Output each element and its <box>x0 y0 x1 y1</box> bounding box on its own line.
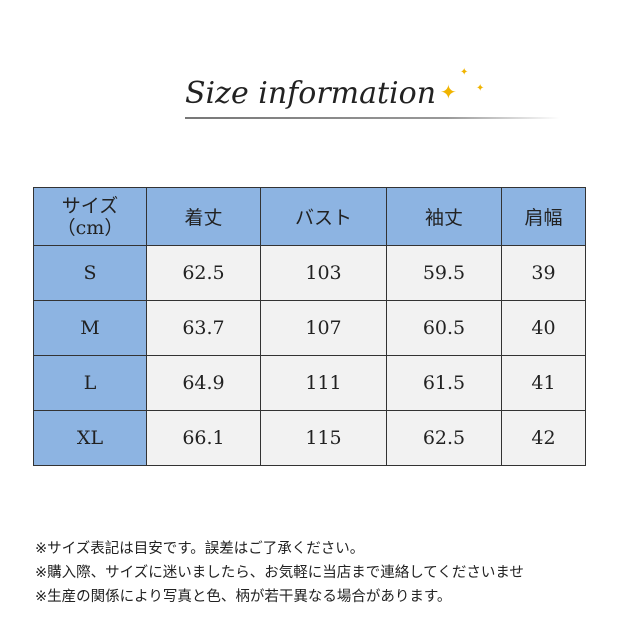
table-cell: 42 <box>501 410 586 466</box>
size-label-cell: L <box>33 355 147 411</box>
table-cell: 111 <box>260 355 387 411</box>
size-label-cell: S <box>33 245 147 301</box>
table-row: L 64.9 111 61.5 41 <box>33 355 586 411</box>
table-header-row: サイズ （cm） 着丈 バスト 袖丈 肩幅 <box>33 187 586 246</box>
page-title: Size information <box>185 76 437 111</box>
table-cell: 60.5 <box>386 300 502 356</box>
table-cell: 64.9 <box>146 355 261 411</box>
sparkle-icon: ✦ <box>440 80 457 104</box>
title-area: Size information ✦ ✦ ✦ <box>185 66 486 116</box>
sparkles: ✦ ✦ ✦ <box>440 66 486 106</box>
size-label-cell: XL <box>33 410 147 466</box>
sparkle-icon: ✦ <box>460 67 469 78</box>
table-row: M 63.7 107 60.5 40 <box>33 300 586 356</box>
header-bust: バスト <box>260 187 387 246</box>
size-label-cell: M <box>33 300 147 356</box>
table-cell: 115 <box>260 410 387 466</box>
notes: ※サイズ表記は目安です。誤差はご了承ください。 ※購入際、サイズに迷いましたら、… <box>35 537 524 609</box>
table-row: S 62.5 103 59.5 39 <box>33 245 586 301</box>
note-line: ※購入際、サイズに迷いましたら、お気軽に当店まで連絡してくださいませ <box>35 565 524 581</box>
size-table: サイズ （cm） 着丈 バスト 袖丈 肩幅 S 62.5 103 59.5 39 M 63.… <box>33 187 586 466</box>
table-row: XL 66.1 115 62.5 42 <box>33 410 586 466</box>
table-cell: 59.5 <box>386 245 502 301</box>
table-cell: 39 <box>501 245 586 301</box>
note-line: ※生産の関係により写真と色、柄が若干異なる場合があります。 <box>35 589 452 605</box>
table-cell: 62.5 <box>386 410 502 466</box>
header-sleeve: 袖丈 <box>386 187 502 246</box>
table-cell: 66.1 <box>146 410 261 466</box>
sparkle-icon: ✦ <box>476 83 485 94</box>
header-shoulder: 肩幅 <box>501 187 586 246</box>
header-size-label: サイズ <box>61 194 119 217</box>
table-cell: 63.7 <box>146 300 261 356</box>
note-line: ※サイズ表記は目安です。誤差はご了承ください。 <box>35 541 365 557</box>
header-size-unit: （cm） <box>56 216 124 239</box>
header-size: サイズ （cm） <box>33 187 147 246</box>
table-cell: 40 <box>501 300 586 356</box>
table-cell: 41 <box>501 355 586 411</box>
title-divider <box>185 117 560 119</box>
table-cell: 103 <box>260 245 387 301</box>
table-cell: 61.5 <box>386 355 502 411</box>
table-cell: 107 <box>260 300 387 356</box>
table-cell: 62.5 <box>146 245 261 301</box>
header-length: 着丈 <box>146 187 261 246</box>
